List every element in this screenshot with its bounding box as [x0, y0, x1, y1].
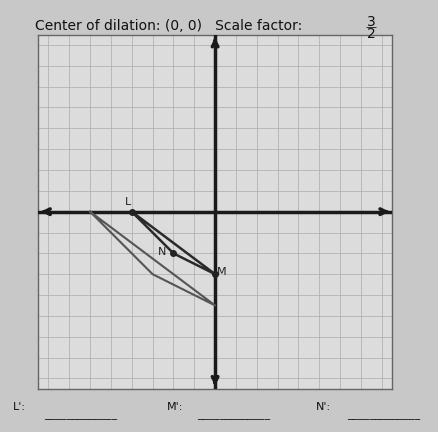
- Text: M: M: [216, 267, 226, 277]
- Text: M':: M':: [166, 402, 183, 412]
- Text: 2: 2: [366, 27, 374, 41]
- Text: N: N: [157, 248, 166, 257]
- Text: _____________: _____________: [44, 410, 117, 420]
- Text: _____________: _____________: [197, 410, 270, 420]
- Text: L':: L':: [13, 402, 26, 412]
- Text: Center of dilation: (0, 0)   Scale factor:: Center of dilation: (0, 0) Scale factor:: [35, 19, 306, 33]
- Text: N':: N':: [315, 402, 330, 412]
- Text: L: L: [124, 197, 131, 207]
- Text: 3: 3: [366, 15, 374, 29]
- Text: _____________: _____________: [346, 410, 419, 420]
- Text: —: —: [364, 22, 376, 32]
